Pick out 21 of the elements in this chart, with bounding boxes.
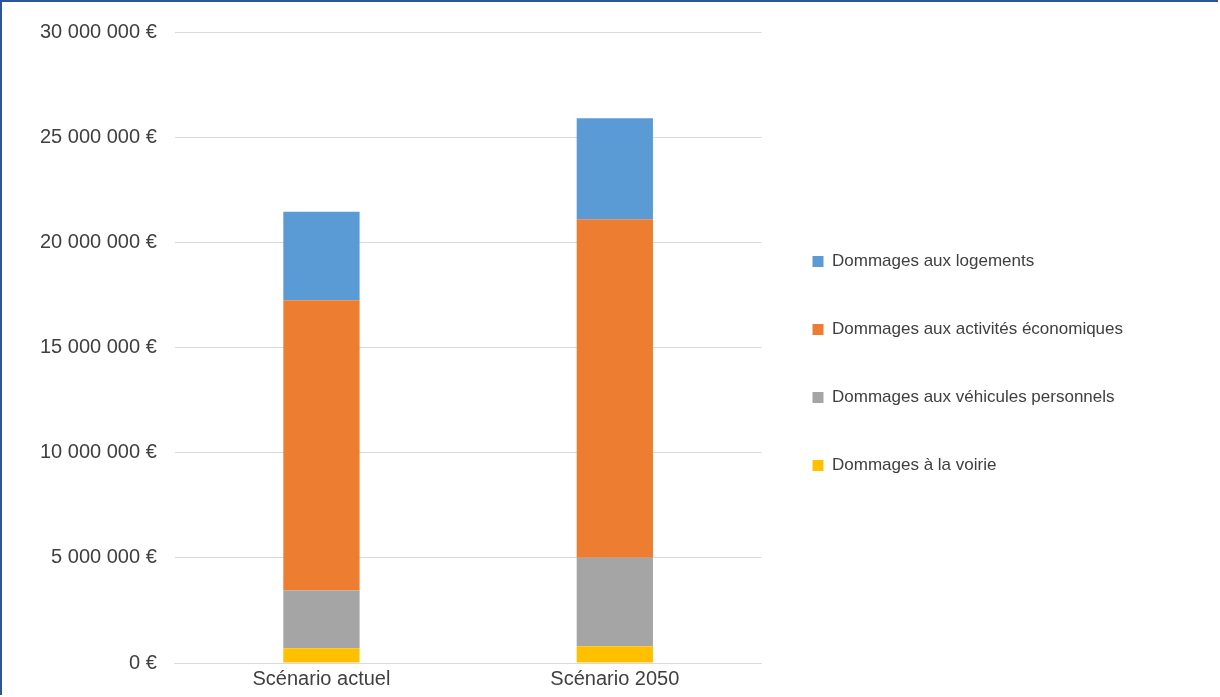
bar xyxy=(576,646,653,663)
y-tick-label: 0 € xyxy=(128,650,157,673)
x-tick-label: Scénario 2050 xyxy=(550,666,680,689)
legend-label: Dommages à la voirie xyxy=(832,455,997,475)
bar xyxy=(283,648,360,663)
legend-label: Dommages aux activités économiques xyxy=(832,319,1124,339)
y-tick-label: 30 000 000 € xyxy=(40,19,157,42)
y-tick-label: 10 000 000 € xyxy=(40,440,157,463)
bar xyxy=(576,219,653,558)
legend-label: Dommages aux logements xyxy=(832,251,1035,271)
y-tick-label: 25 000 000 € xyxy=(40,124,157,147)
bar xyxy=(283,211,360,301)
bar xyxy=(576,557,653,647)
bar xyxy=(283,300,360,591)
legend-label: Dommages aux véhicules personnels xyxy=(832,387,1115,407)
y-tick-label: 5 000 000 € xyxy=(51,545,157,568)
y-tick-label: 20 000 000 € xyxy=(40,229,157,252)
y-tick-label: 15 000 000 € xyxy=(40,335,157,358)
bar xyxy=(283,590,360,649)
x-tick-label: Scénario actuel xyxy=(252,666,391,689)
bar xyxy=(576,118,653,220)
